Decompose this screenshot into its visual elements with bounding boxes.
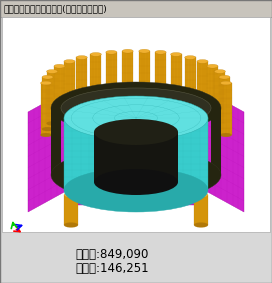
Ellipse shape <box>94 169 178 195</box>
Ellipse shape <box>197 59 208 63</box>
Ellipse shape <box>90 104 101 108</box>
Ellipse shape <box>155 102 166 106</box>
Ellipse shape <box>64 112 75 115</box>
Polygon shape <box>194 195 208 225</box>
Ellipse shape <box>64 222 78 228</box>
Ellipse shape <box>41 81 51 85</box>
Ellipse shape <box>214 121 225 125</box>
FancyBboxPatch shape <box>2 17 270 232</box>
Polygon shape <box>51 108 61 175</box>
Polygon shape <box>106 52 117 104</box>
Ellipse shape <box>221 81 231 85</box>
Polygon shape <box>155 52 166 104</box>
Ellipse shape <box>139 49 150 53</box>
Ellipse shape <box>214 70 225 73</box>
Ellipse shape <box>47 121 58 125</box>
Polygon shape <box>76 57 87 110</box>
Ellipse shape <box>41 133 51 137</box>
Polygon shape <box>122 51 133 103</box>
Polygon shape <box>64 118 208 190</box>
Ellipse shape <box>64 96 208 140</box>
Ellipse shape <box>42 127 53 131</box>
Ellipse shape <box>90 52 101 56</box>
Ellipse shape <box>64 59 75 63</box>
Polygon shape <box>64 195 78 225</box>
Polygon shape <box>171 54 182 106</box>
Polygon shape <box>68 90 204 115</box>
Text: 要素数:849,090: 要素数:849,090 <box>75 248 148 261</box>
Ellipse shape <box>207 116 218 120</box>
Ellipse shape <box>64 168 208 212</box>
Ellipse shape <box>185 108 196 112</box>
Ellipse shape <box>207 64 218 68</box>
Ellipse shape <box>194 192 208 198</box>
Ellipse shape <box>219 75 230 79</box>
Text: 節点数:146,251: 節点数:146,251 <box>75 262 149 275</box>
Polygon shape <box>211 108 221 175</box>
Polygon shape <box>64 61 75 113</box>
Polygon shape <box>219 77 230 129</box>
FancyBboxPatch shape <box>0 0 272 17</box>
Polygon shape <box>68 90 204 115</box>
Polygon shape <box>54 66 65 118</box>
Ellipse shape <box>51 149 221 201</box>
Polygon shape <box>185 57 196 110</box>
Ellipse shape <box>76 108 87 112</box>
Ellipse shape <box>76 55 87 59</box>
Polygon shape <box>68 115 204 205</box>
Ellipse shape <box>122 101 133 105</box>
Ellipse shape <box>54 64 65 68</box>
Polygon shape <box>197 61 208 113</box>
Polygon shape <box>90 54 101 106</box>
Ellipse shape <box>155 50 166 54</box>
Ellipse shape <box>171 52 182 56</box>
Polygon shape <box>221 83 231 135</box>
Polygon shape <box>139 51 150 103</box>
Ellipse shape <box>47 70 58 73</box>
Ellipse shape <box>171 104 182 108</box>
Polygon shape <box>47 71 58 123</box>
Ellipse shape <box>197 112 208 115</box>
Ellipse shape <box>139 101 150 105</box>
Ellipse shape <box>42 75 53 79</box>
Text: スキュー付かご型誘導機(周波数応答解析): スキュー付かご型誘導機(周波数応答解析) <box>3 4 107 13</box>
Ellipse shape <box>219 127 230 131</box>
Polygon shape <box>214 71 225 123</box>
Polygon shape <box>42 77 53 129</box>
Ellipse shape <box>94 119 178 145</box>
Ellipse shape <box>106 102 117 106</box>
Polygon shape <box>204 90 244 212</box>
Ellipse shape <box>54 116 65 120</box>
Ellipse shape <box>194 222 208 228</box>
Ellipse shape <box>106 50 117 54</box>
Ellipse shape <box>64 192 78 198</box>
Ellipse shape <box>61 88 211 128</box>
Polygon shape <box>41 83 51 135</box>
Ellipse shape <box>51 82 221 134</box>
Ellipse shape <box>185 55 196 59</box>
Ellipse shape <box>122 49 133 53</box>
Ellipse shape <box>221 133 231 137</box>
Polygon shape <box>207 66 218 118</box>
Polygon shape <box>28 90 68 212</box>
Polygon shape <box>94 132 178 182</box>
